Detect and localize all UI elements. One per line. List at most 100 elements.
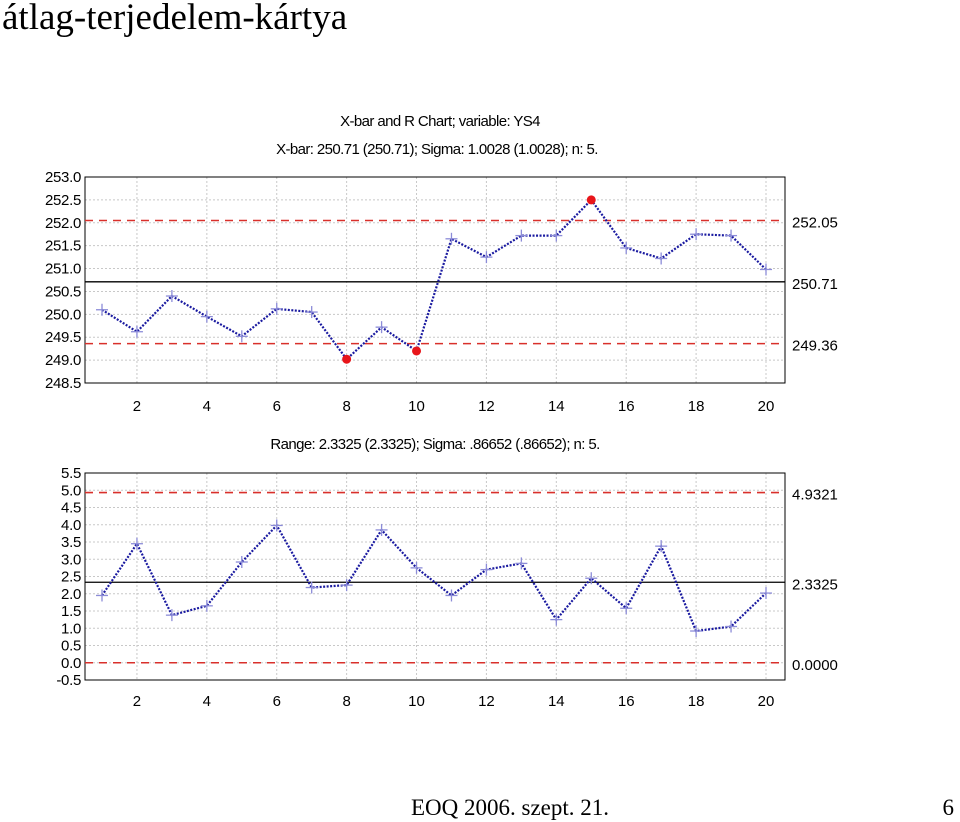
x-tick-label: 10 <box>408 693 425 710</box>
data-point <box>620 241 633 254</box>
data-point <box>410 561 423 574</box>
control-limit-label: 2.3325 <box>792 576 838 593</box>
data-point <box>690 625 703 638</box>
data-point <box>270 519 283 532</box>
y-tick-label: 252.0 <box>45 215 81 232</box>
y-tick-label: -0.5 <box>56 672 81 689</box>
data-point <box>620 602 633 615</box>
footer-text: EOQ 2006. szept. 21. <box>411 795 610 820</box>
y-tick-label: 251.0 <box>45 261 81 278</box>
y-tick-label: 3.0 <box>61 551 81 568</box>
out-of-control-point <box>412 346 422 356</box>
control-limit-label: 249.36 <box>792 338 838 355</box>
xbar-chart-panel: 253.0 252.5 252.0 251.5 251.0 250.5 250.0 249.5… <box>45 169 838 415</box>
x-tick-label: 20 <box>758 693 775 710</box>
data-point <box>96 303 108 316</box>
y-tick-label: 250.5 <box>45 283 81 300</box>
y-tick-label: 2.0 <box>61 586 81 603</box>
x-tick-label: 8 <box>342 693 350 710</box>
slide-title: átlag-terjedelem-kártya <box>2 0 348 38</box>
data-point <box>655 540 668 553</box>
y-tick-label: 3.5 <box>61 534 81 551</box>
data-point <box>165 609 178 622</box>
range-chart-title: Range: 2.3325 (2.3325); Sigma: .86652 (.… <box>270 436 599 453</box>
data-point <box>690 228 703 241</box>
series-line <box>101 198 767 361</box>
x-tick-label: 12 <box>478 398 495 415</box>
y-tick-label: 0.0 <box>61 655 81 672</box>
data-point <box>445 589 458 602</box>
x-tick-label: 18 <box>688 693 705 710</box>
x-tick-label: 10 <box>408 398 425 415</box>
y-tick-label: 2.5 <box>61 569 81 586</box>
data-point <box>375 321 388 334</box>
x-tick-label: 6 <box>273 693 281 710</box>
y-tick-label: 252.5 <box>45 192 81 209</box>
data-point <box>130 537 143 550</box>
x-tick-label: 16 <box>618 693 635 710</box>
y-tick-label: 1.5 <box>61 603 81 620</box>
data-point <box>375 523 388 536</box>
control-limit-label: 0.0000 <box>792 657 838 674</box>
y-tick-label: 250.0 <box>45 306 81 323</box>
series-line <box>101 523 767 633</box>
data-point <box>445 232 458 245</box>
y-tick-label: 5.5 <box>61 465 81 482</box>
y-tick-label: 251.5 <box>45 238 81 255</box>
data-point <box>515 557 528 570</box>
x-tick-label: 4 <box>203 693 211 710</box>
y-tick-label: 249.0 <box>45 352 81 369</box>
data-point <box>725 229 738 242</box>
data-point <box>200 599 213 612</box>
data-point <box>480 563 493 576</box>
x-tick-label: 6 <box>273 398 281 415</box>
y-tick-label: 4.0 <box>61 517 81 534</box>
plot-area <box>84 472 786 681</box>
range-chart-panel: 5.55.04.54.03.53.02.52.01.51.00.50.0-0.5… <box>56 465 838 710</box>
plot-area <box>84 176 786 384</box>
control-limit-label: 4.9321 <box>792 487 838 504</box>
y-tick-label: 4.5 <box>61 500 81 517</box>
y-tick-label: 5.0 <box>61 482 81 499</box>
data-point <box>760 587 772 600</box>
x-tick-label: 2 <box>133 398 141 415</box>
data-point <box>270 302 283 315</box>
x-tick-label: 14 <box>548 398 565 415</box>
data-point <box>760 263 772 276</box>
xbar-chart-title: X-bar and R Chart; variable: YS4 <box>340 113 540 130</box>
y-tick-label: 253.0 <box>45 169 81 186</box>
xbar-chart-subtitle: X-bar: 250.71 (250.71); Sigma: 1.0028 (1… <box>276 141 598 158</box>
data-point <box>340 579 353 592</box>
data-point <box>96 589 108 602</box>
data-point <box>165 290 178 303</box>
data-point <box>480 251 493 264</box>
data-point <box>200 310 213 323</box>
x-tick-label: 8 <box>342 398 350 415</box>
data-point <box>305 581 318 594</box>
data-point <box>130 325 143 338</box>
y-tick-label: 249.5 <box>45 329 81 346</box>
x-tick-label: 18 <box>688 398 705 415</box>
x-tick-label: 2 <box>133 693 141 710</box>
x-tick-label: 16 <box>618 398 635 415</box>
data-point <box>235 330 248 343</box>
page-number: 6 <box>942 795 955 820</box>
data-point <box>305 306 318 319</box>
data-point <box>585 572 598 585</box>
x-tick-label: 14 <box>548 693 565 710</box>
data-point <box>725 620 738 633</box>
y-tick-label: 248.5 <box>45 375 81 392</box>
control-limit-label: 250.71 <box>792 276 838 293</box>
out-of-control-point <box>586 195 596 205</box>
y-tick-label: 1.0 <box>61 620 81 637</box>
data-point <box>550 229 563 242</box>
data-point <box>655 252 668 265</box>
x-tick-label: 4 <box>203 398 211 415</box>
x-tick-label: 12 <box>478 693 495 710</box>
x-tick-label: 20 <box>758 398 775 415</box>
y-tick-label: 0.5 <box>61 638 81 655</box>
out-of-control-point <box>342 354 352 364</box>
data-point <box>550 613 563 626</box>
control-limit-label: 252.05 <box>792 214 838 231</box>
